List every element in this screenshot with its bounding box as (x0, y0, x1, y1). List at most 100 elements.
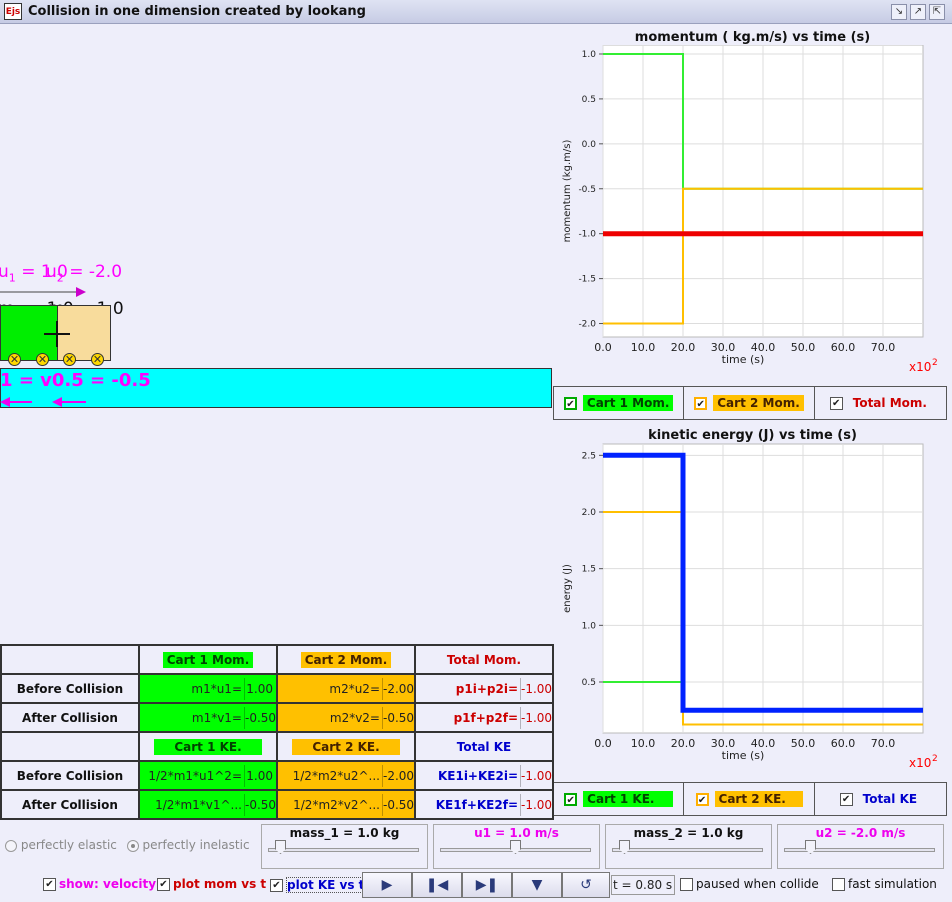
plot-mom-toggle[interactable]: ✔ plot mom vs t (157, 877, 266, 891)
toggle-cart1-ke[interactable]: ✔ Cart 1 KE. (554, 783, 685, 815)
y-tick-label: -1.0 (578, 230, 596, 240)
time-field[interactable]: t = 0.80 s (611, 875, 675, 895)
plot-ke-toggle[interactable]: ✔ plot KE vs t (270, 877, 366, 893)
toggle-cart2-mom[interactable]: ✔ Cart 2 Mom. (684, 387, 815, 419)
col-header-total-ke: Total KE (456, 739, 512, 754)
ptotal-before-field[interactable]: -1.00 (520, 677, 552, 700)
x-tick-label: 70.0 (871, 341, 896, 354)
col-header-cart1-ke: Cart 1 KE. (154, 738, 262, 755)
checkbox-checked-icon[interactable]: ✔ (694, 396, 708, 410)
step-forward-icon: ▶❚ (475, 877, 499, 893)
table-row: Cart 1 Mom. Cart 2 Mom. Total Mom. (0, 644, 554, 675)
collision-data-table: Cart 1 Mom. Cart 2 Mom. Total Mom. Befor… (0, 644, 554, 820)
ke2-before-field[interactable]: -2.00 (382, 764, 414, 787)
ke-plot-title: kinetic energy (J) vs time (s) (648, 428, 857, 443)
table-row: Before Collision m1*u1= 1.00 m2*u2= -2.00 … (0, 673, 554, 704)
radio-inelastic[interactable] (126, 839, 139, 852)
toggle-cart1-mom[interactable]: ✔ Cart 1 Mom. (554, 387, 685, 419)
ke1-before-field[interactable]: 1.00 (244, 764, 276, 787)
ketotal-before-field[interactable]: -1.00 (520, 764, 552, 787)
x-tick-label: 10.0 (631, 341, 656, 354)
ke2-after-field[interactable]: -0.50 (382, 793, 414, 816)
x-scale-note: x10 (909, 756, 931, 770)
x-axis-label: time (s) (722, 353, 765, 366)
x-tick-label: 20.0 (671, 341, 696, 354)
y-tick-label: 1.0 (582, 50, 597, 60)
y-tick-label: 0.0 (582, 140, 597, 150)
toggle-total-mom[interactable]: ✔ Total Mom. (815, 387, 946, 419)
x-tick-label: 60.0 (831, 341, 856, 354)
x-scale-exponent: 2 (932, 754, 938, 764)
step-back-button[interactable]: ❚◀ (412, 872, 462, 898)
x-tick-label: 50.0 (791, 737, 816, 750)
reset-button[interactable]: ↺ (562, 872, 610, 898)
toggle-cart2-ke[interactable]: ✔ Cart 2 KE. (684, 783, 815, 815)
series-line-2 (603, 187, 923, 325)
velocity-arrow-cart1 (0, 287, 86, 297)
checkbox-checked-icon[interactable]: ✔ (43, 877, 56, 891)
play-icon: ▶ (381, 877, 393, 893)
slider-knob[interactable] (275, 840, 286, 854)
maximize-icon[interactable]: ⇱ (929, 4, 945, 20)
dropdown-button[interactable]: ▼ (512, 872, 562, 898)
row-label: Before Collision (0, 760, 140, 791)
x-axis-label: time (s) (722, 749, 765, 762)
ketotal-after-field[interactable]: -1.00 (520, 793, 552, 816)
elastic-label: perfectly elastic (20, 838, 117, 852)
series-line-3 (603, 452, 923, 713)
x-tick-label: 30.0 (711, 341, 736, 354)
play-button[interactable]: ▶ (362, 872, 412, 898)
slider-mass2: mass_2 = 1.0 kg (605, 824, 772, 869)
collision-type-group: perfectly elastic perfectly inelastic (5, 838, 250, 852)
p1-after-field[interactable]: -0.50 (244, 706, 276, 729)
fast-simulation-toggle[interactable]: fast simulation (832, 877, 937, 891)
momentum-plot-title: momentum ( kg.m/s) vs time (s) (634, 30, 871, 45)
col-header-cart1-mom: Cart 1 Mom. (162, 651, 254, 668)
toggle-total-ke[interactable]: ✔ Total KE (815, 783, 946, 815)
x-tick-label: 60.0 (831, 737, 856, 750)
show-velocity-toggle[interactable]: ✔ show: velocity (43, 877, 156, 891)
p2-before-field[interactable]: -2.00 (382, 677, 414, 700)
inelastic-label: perfectly inelastic (142, 838, 250, 852)
table-row: After Collision 1/2*m1*v1^... -0.50 1/2*m… (0, 789, 554, 820)
restore-icon[interactable]: ↗ (910, 4, 926, 20)
checkbox-checked-icon[interactable]: ✔ (157, 877, 170, 891)
u1-label: u1 = 1.0 (0, 262, 68, 285)
y-tick-label: -2.0 (578, 320, 596, 330)
slider-knob[interactable] (510, 840, 521, 854)
track (0, 368, 552, 408)
paused-when-collide-toggle[interactable]: paused when collide (680, 877, 819, 891)
x-tick-label: 10.0 (631, 737, 656, 750)
x-tick-label: 70.0 (871, 737, 896, 750)
minimize-icon[interactable]: ↘ (891, 4, 907, 20)
radio-elastic[interactable] (5, 839, 17, 852)
row-label: After Collision (0, 702, 140, 733)
row-label: Before Collision (0, 673, 140, 704)
momentum-plot[interactable]: 0.0 10.0 20.0 30.0 40.0 50.0 60.0 70.0 1.0 0.5 0.0… (553, 45, 950, 385)
ke-plot[interactable]: 0.0 10.0 20.0 30.0 40.0 50.0 60.0 70.0 2.5 2.0 1.5… (553, 443, 950, 781)
y-axis-label: momentum (kg.m/s) (562, 140, 573, 243)
ptotal-after-field[interactable]: -1.00 (520, 706, 552, 729)
checkbox-checked-icon[interactable]: ✔ (563, 396, 577, 410)
checkbox-checked-icon[interactable]: ✔ (564, 792, 578, 806)
chevron-down-icon: ▼ (531, 877, 543, 893)
step-back-icon: ❚◀ (425, 877, 449, 893)
checkbox-checked-icon[interactable]: ✔ (829, 396, 843, 410)
slider-knob[interactable] (805, 840, 816, 854)
y-tick-label: -0.5 (578, 185, 596, 195)
x-tick-label: 40.0 (751, 737, 776, 750)
slider-knob[interactable] (619, 840, 630, 854)
checkbox-checked-icon[interactable]: ✔ (270, 878, 283, 892)
p2-after-field[interactable]: -0.50 (382, 706, 414, 729)
v1-label: 1 = v0.5 = -0.5 (0, 370, 151, 391)
checkbox-checked-icon[interactable]: ✔ (839, 792, 853, 806)
cart2-wheel-icon: ✕ (91, 353, 104, 366)
p1-before-field[interactable]: 1.00 (244, 677, 276, 700)
step-forward-button[interactable]: ▶❚ (462, 872, 512, 898)
table-row: Cart 1 KE. Cart 2 KE. Total KE (0, 731, 554, 762)
slider-u2: u2 = -2.0 m/s (777, 824, 944, 869)
title-bar: Ejs Collision in one dimension created b… (0, 0, 952, 24)
checkbox-checked-icon[interactable]: ✔ (695, 792, 709, 806)
y-tick-label: 0.5 (582, 95, 596, 105)
ke1-after-field[interactable]: -0.50 (244, 793, 276, 816)
